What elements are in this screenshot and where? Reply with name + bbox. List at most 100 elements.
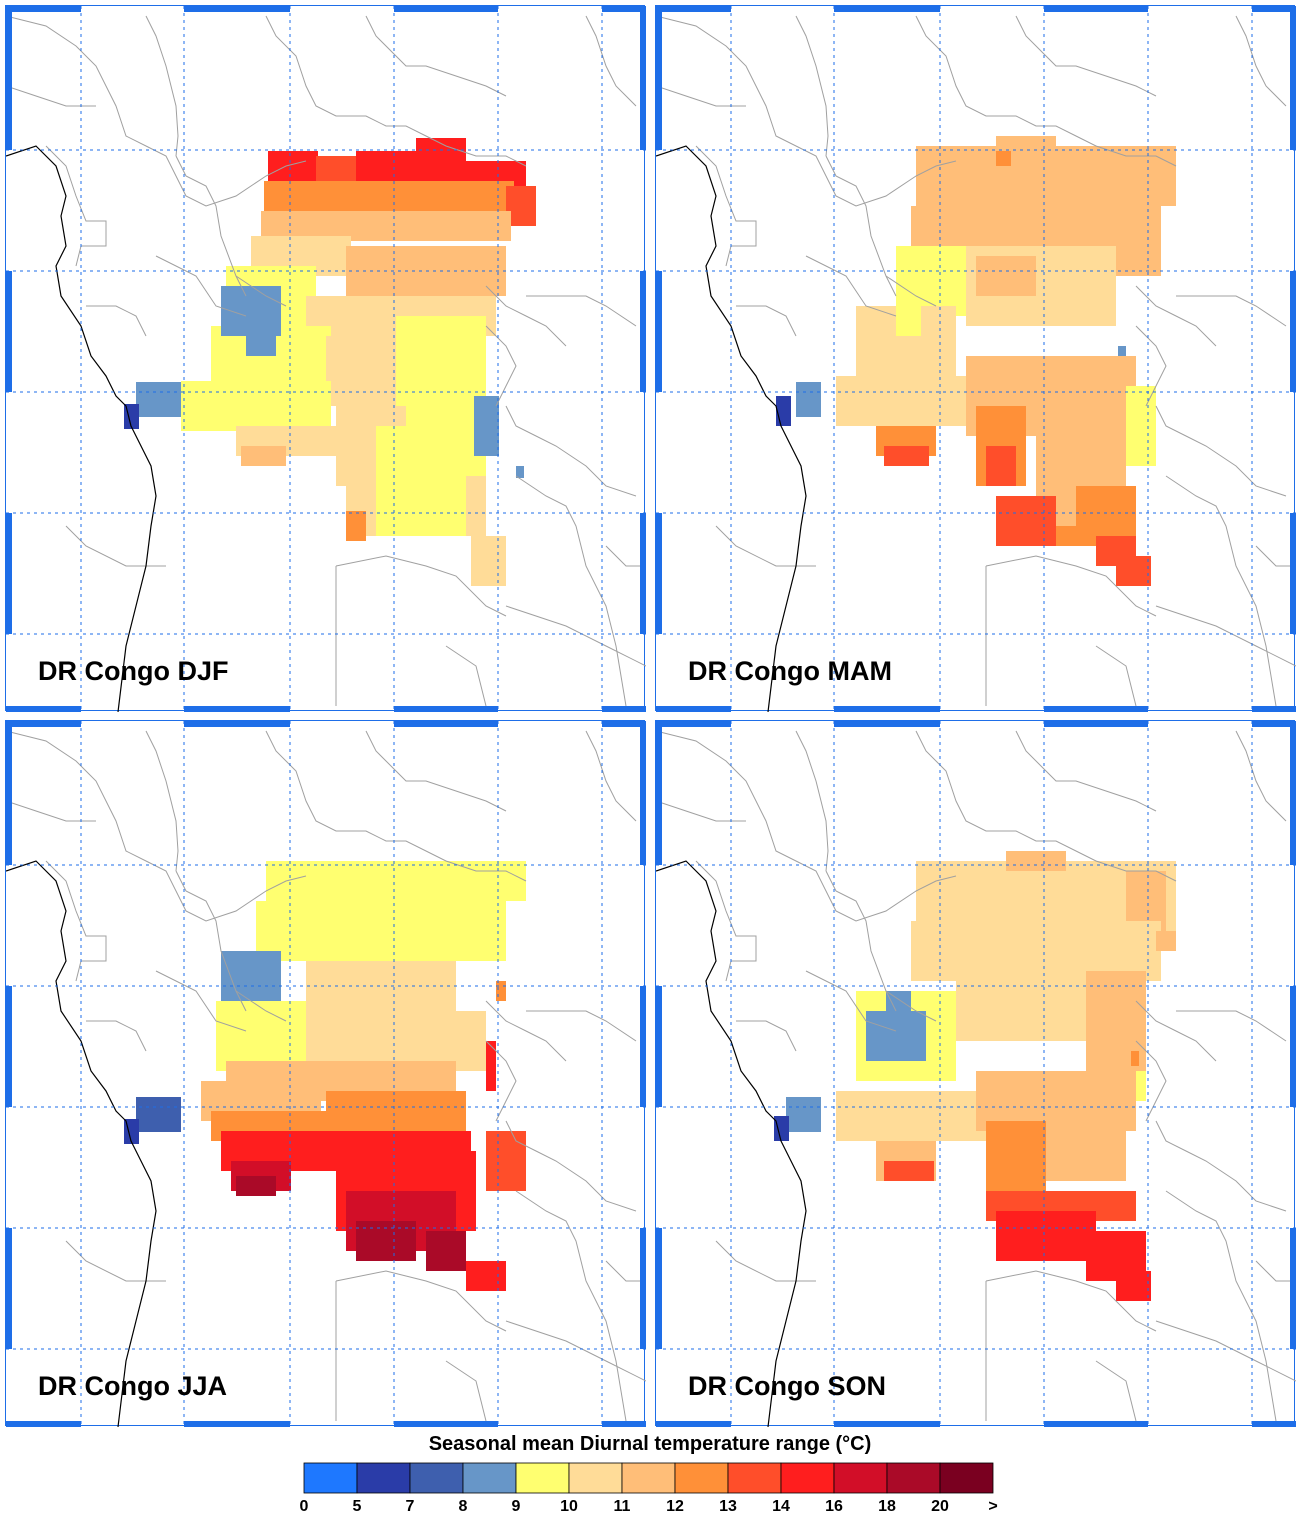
country-border <box>985 555 1157 617</box>
country-border <box>485 285 567 347</box>
panel-title-son: DR Congo SON <box>688 1371 886 1401</box>
country-border <box>915 730 1177 882</box>
map-cell <box>986 1121 1046 1201</box>
frame-tick <box>1290 1228 1296 1349</box>
colorbar-swatch <box>568 1462 623 1494</box>
frame-tick <box>834 706 940 712</box>
colorbar-swatch <box>356 1462 411 1494</box>
map-cell <box>471 536 506 586</box>
map-cell <box>216 1001 316 1071</box>
colorbar-tick-label: > <box>988 1498 998 1515</box>
map-cell <box>1118 346 1126 356</box>
country-border <box>805 970 897 1032</box>
frame-tick <box>640 986 646 1107</box>
legend-title-unit: °C <box>842 1433 865 1455</box>
frame-tick <box>602 706 646 712</box>
country-border <box>485 1000 567 1062</box>
frame-tick <box>6 513 12 634</box>
frame-tick <box>1290 6 1296 150</box>
country-border <box>155 970 247 1032</box>
frame-tick <box>640 721 646 865</box>
country-border <box>1176 295 1287 327</box>
map-cell <box>884 446 929 466</box>
map-cell <box>1056 526 1086 546</box>
frame-tick <box>184 6 290 12</box>
country-border <box>505 405 637 497</box>
colorbar <box>303 1462 994 1494</box>
map-cell <box>896 306 921 336</box>
map-cell <box>866 1011 926 1061</box>
frame-tick <box>184 1421 290 1427</box>
colorbar-tick-label: 14 <box>772 1498 790 1515</box>
map-panel-mam: DR Congo MAM <box>655 5 1296 712</box>
country-border <box>175 155 247 297</box>
frame-tick <box>656 6 662 150</box>
map-cell <box>136 382 181 417</box>
country-border <box>1255 545 1296 567</box>
colorbar-swatch <box>833 1462 888 1494</box>
country-border <box>915 15 1177 167</box>
frame-tick <box>6 1421 81 1427</box>
map-cell <box>486 1131 526 1191</box>
map-cell <box>496 981 506 1001</box>
country-border <box>1235 730 1287 822</box>
country-border <box>885 275 937 307</box>
country-border <box>505 1120 637 1212</box>
map-jja <box>6 721 646 1427</box>
frame-tick <box>640 6 646 150</box>
country-border <box>155 255 247 317</box>
country-border <box>235 275 287 307</box>
colorbar-tick-label: 10 <box>560 1498 578 1515</box>
map-djf <box>6 6 646 712</box>
frame-tick <box>1290 271 1296 392</box>
country-border <box>695 145 757 267</box>
frame-tick <box>394 706 498 712</box>
country-border <box>695 860 757 982</box>
country-border <box>86 1020 147 1052</box>
country-border <box>515 475 627 707</box>
map-cell <box>836 376 976 426</box>
country-border <box>526 1010 637 1042</box>
country-border <box>656 800 746 822</box>
map-cell <box>1116 556 1151 586</box>
map-cell <box>136 1097 181 1132</box>
colorbar-swatch <box>621 1462 676 1494</box>
frame-tick <box>184 721 290 727</box>
map-cell <box>996 1211 1096 1261</box>
country-border <box>265 15 527 167</box>
map-panel-son: DR Congo SON <box>655 720 1296 1427</box>
map-cell <box>986 446 1016 486</box>
frame-tick <box>1252 721 1296 727</box>
country-border <box>235 990 287 1022</box>
map-cell <box>886 991 911 1016</box>
country-border <box>795 15 829 157</box>
map-cell <box>836 1091 996 1141</box>
frame-tick <box>656 1421 731 1427</box>
country-border <box>585 15 637 107</box>
country-border <box>175 870 247 1012</box>
map-mam <box>656 6 1296 712</box>
country-border <box>365 730 507 812</box>
map-cell <box>1116 1271 1151 1301</box>
frame-tick <box>1290 721 1296 865</box>
colorbar-tick-label: 7 <box>405 1498 415 1515</box>
map-cell <box>1156 931 1176 951</box>
frame-tick <box>6 271 12 392</box>
map-cell <box>256 901 506 961</box>
frame-tick <box>602 1421 646 1427</box>
coastline <box>6 145 157 712</box>
country-border <box>736 305 797 337</box>
map-cell <box>466 1261 506 1291</box>
map-cell <box>1006 851 1066 871</box>
country-border <box>445 1360 487 1422</box>
legend-title: Seasonal mean Diurnal temperature range … <box>0 1433 1300 1456</box>
country-border <box>736 1020 797 1052</box>
colorbar-swatch <box>303 1462 358 1494</box>
frame-tick <box>656 271 662 392</box>
frame-tick <box>834 1421 940 1427</box>
frame-tick <box>1252 1421 1296 1427</box>
country-border <box>885 990 937 1022</box>
frame-tick <box>184 706 290 712</box>
map-cell <box>1131 1051 1139 1066</box>
frame-tick <box>834 6 940 12</box>
